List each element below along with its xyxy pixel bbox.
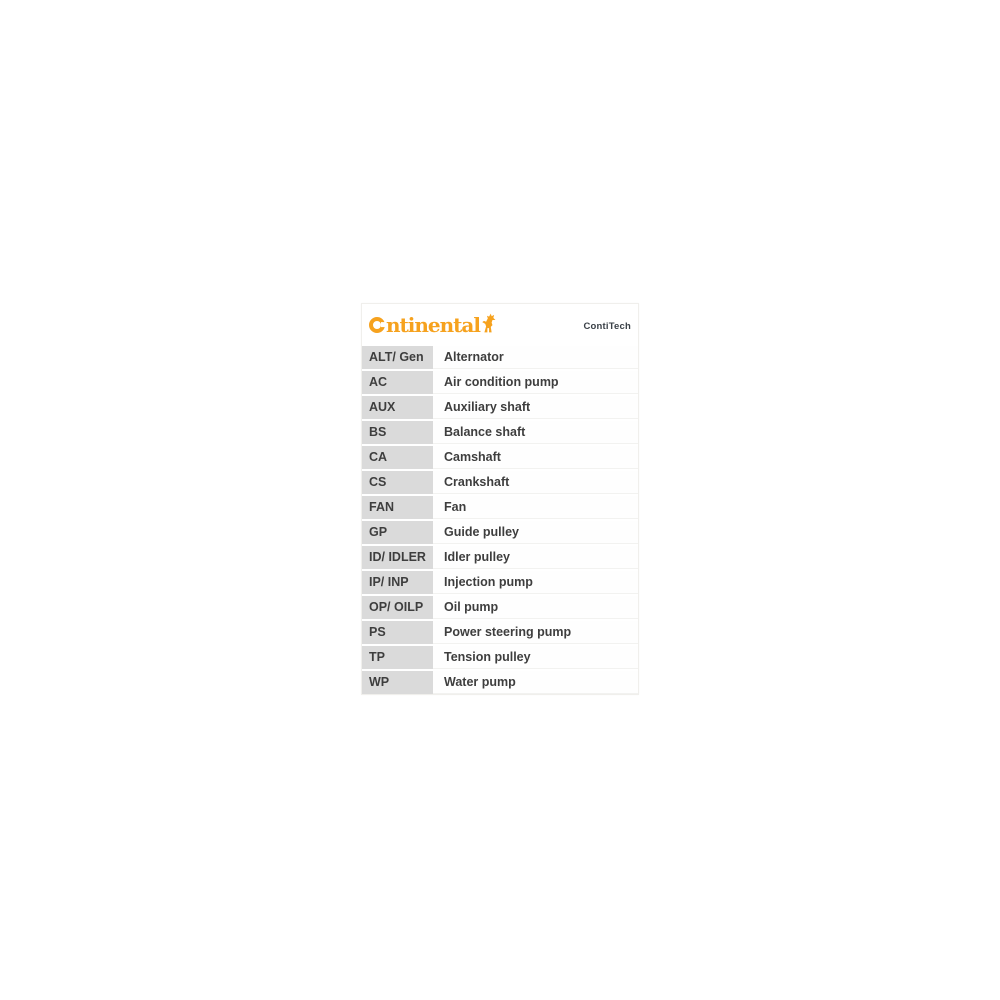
legend-row: AC Air condition pump: [362, 371, 638, 394]
legend-row: ID/ IDLER Idler pulley: [362, 546, 638, 569]
legend-row: AUX Auxiliary shaft: [362, 396, 638, 419]
legend-row: CS Crankshaft: [362, 471, 638, 494]
abbreviation-cell: AUX: [362, 396, 433, 419]
description-cell: Camshaft: [433, 446, 638, 469]
contitech-wordmark: ContiTech: [583, 320, 631, 332]
abbreviation-cell: ID/ IDLER: [362, 546, 433, 569]
description-cell: Power steering pump: [433, 621, 638, 644]
description-cell: Balance shaft: [433, 421, 638, 444]
description-cell: Water pump: [433, 671, 638, 694]
legend-row: OP/ OILP Oil pump: [362, 596, 638, 619]
legend-table: ALT/ Gen Alternator AC Air condition pum…: [362, 346, 638, 694]
legend-row: ALT/ Gen Alternator: [362, 346, 638, 369]
abbreviation-legend-panel: ntinental ContiTech ALT/ Gen Alternator …: [361, 303, 639, 695]
description-cell: Guide pulley: [433, 521, 638, 544]
abbreviation-cell: ALT/ Gen: [362, 346, 433, 369]
description-cell: Tension pulley: [433, 646, 638, 669]
description-cell: Auxiliary shaft: [433, 396, 638, 419]
abbreviation-cell: WP: [362, 671, 433, 694]
description-cell: Alternator: [433, 346, 638, 369]
horse-icon: [482, 313, 496, 333]
legend-row: TP Tension pulley: [362, 646, 638, 669]
abbreviation-cell: AC: [362, 371, 433, 394]
legend-row: IP/ INP Injection pump: [362, 571, 638, 594]
description-cell: Air condition pump: [433, 371, 638, 394]
abbreviation-cell: OP/ OILP: [362, 596, 433, 619]
description-cell: Idler pulley: [433, 546, 638, 569]
legend-row: WP Water pump: [362, 671, 638, 694]
abbreviation-cell: TP: [362, 646, 433, 669]
description-cell: Injection pump: [433, 571, 638, 594]
abbreviation-cell: CA: [362, 446, 433, 469]
legend-row: FAN Fan: [362, 496, 638, 519]
description-cell: Fan: [433, 496, 638, 519]
abbreviation-cell: BS: [362, 421, 433, 444]
abbreviation-cell: IP/ INP: [362, 571, 433, 594]
description-cell: Oil pump: [433, 596, 638, 619]
legend-row: GP Guide pulley: [362, 521, 638, 544]
abbreviation-cell: PS: [362, 621, 433, 644]
continental-c-icon: [369, 317, 385, 333]
description-cell: Crankshaft: [433, 471, 638, 494]
continental-logo: ntinental: [369, 312, 498, 338]
legend-row: CA Camshaft: [362, 446, 638, 469]
abbreviation-cell: CS: [362, 471, 433, 494]
abbreviation-cell: FAN: [362, 496, 433, 519]
legend-row: PS Power steering pump: [362, 621, 638, 644]
continental-wordmark: ntinental: [386, 313, 481, 337]
abbreviation-cell: GP: [362, 521, 433, 544]
brand-header: ntinental ContiTech: [362, 304, 638, 346]
legend-row: BS Balance shaft: [362, 421, 638, 444]
